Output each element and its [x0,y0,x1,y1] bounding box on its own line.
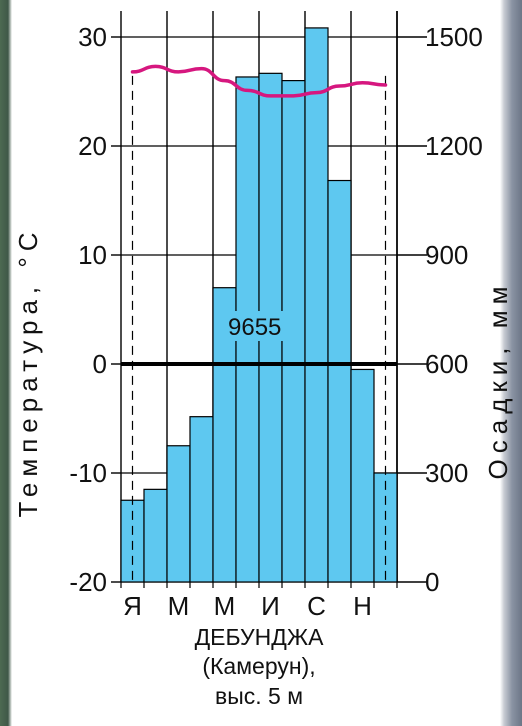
left-axis-ticks: 30 20 10 0 -10 -20 [69,22,121,597]
right-tick-label: 300 [425,458,468,488]
left-tick-label: 0 [93,349,107,379]
precipitation-bar [189,416,214,583]
precipitation-bars [120,27,398,583]
precipitation-bar [143,488,168,583]
right-tick-label: 900 [425,240,468,270]
left-axis-title: Температура, °С [13,226,43,517]
total-precipitation-badge [227,311,293,341]
right-tick-label: 0 [425,567,439,597]
total-precipitation-label: 9655 [228,314,281,341]
precipitation-bar [350,368,375,583]
precipitation-bar [166,445,191,583]
right-axis-ticks: 1500 1200 900 600 300 0 [397,22,483,597]
x-tick-label: Н [353,591,372,621]
precipitation-bar [304,27,329,583]
precipitation-bar [327,179,352,583]
left-tick-label: -10 [69,458,107,488]
x-tick-label: М [168,591,190,621]
x-tick-label: М [214,591,236,621]
right-tick-label: 600 [425,349,468,379]
station-country: (Камерун), [202,653,315,679]
temperature-line [130,64,388,98]
left-tick-label: 10 [78,240,107,270]
left-tick-label: 20 [78,131,107,161]
right-axis-title: Осадки, мм [483,281,513,480]
x-tick-label: С [307,591,326,621]
x-tick-label: И [261,591,280,621]
left-tick-label: 30 [78,22,107,52]
chart-overlay [121,64,397,582]
right-tick-label: 1200 [425,131,483,161]
x-tick-label: Я [123,591,142,621]
station-elevation: выс. 5 м [215,683,303,709]
right-tick-label: 1500 [425,22,483,52]
left-tick-label: -20 [69,567,107,597]
station-name: ДЕБУНДЖА [195,624,325,650]
